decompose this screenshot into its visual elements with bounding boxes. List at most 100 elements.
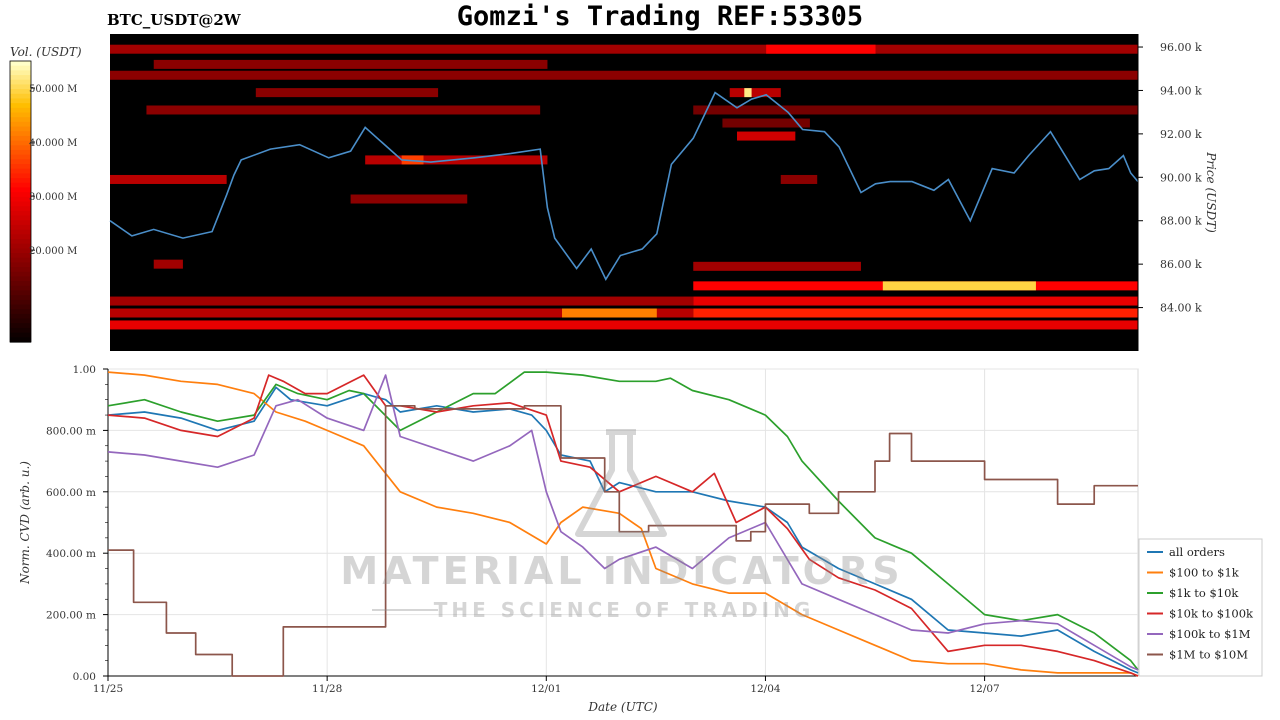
colorbar-segment [10, 145, 31, 151]
cvd-y-tick-label: 200.00 m [46, 610, 96, 622]
cvd-x-axis-label: Date (UTC) [587, 700, 657, 714]
price-tick-label: 88.00 k [1160, 215, 1202, 228]
colorbar-segment [10, 224, 31, 231]
colorbar-segment [10, 131, 31, 137]
liquidity-band [110, 320, 1138, 330]
colorbar-segment [10, 164, 31, 170]
liquidity-band [693, 261, 861, 271]
legend-box [1138, 538, 1263, 677]
colorbar-tick-label: 20.000 M [29, 246, 77, 257]
watermark-flask-icon [575, 429, 667, 537]
colorbar-segment [10, 290, 31, 296]
colorbar-segment [10, 313, 31, 320]
colorbar-segment [10, 206, 31, 212]
colorbar-segment [10, 323, 31, 329]
colorbar-segment [10, 267, 31, 273]
cvd-y-tick-label: 400.00 m [46, 548, 96, 560]
cvd-x-tick-label: 11/28 [312, 683, 342, 695]
cvd-y-tick-label: 600.00 m [46, 487, 96, 499]
cvd-x-tick-label: 11/25 [93, 683, 123, 695]
colorbar-segment [10, 285, 31, 292]
colorbar-segment [10, 262, 31, 268]
watermark: MATERIAL INDICATORS THE SCIENCE OF TRADI… [340, 429, 900, 622]
colorbar-segment [10, 196, 31, 203]
liquidity-band [766, 44, 876, 54]
legend-entry: $1M to $10M [1169, 648, 1248, 662]
colorbar-segment [10, 70, 31, 76]
colorbar-segment [10, 337, 31, 343]
colorbar-segment [10, 112, 31, 118]
cvd-panel: 1.00 800.00 m 600.00 m 400.00 m 200.00 m 0.00… [18, 364, 1139, 714]
cvd-plot-area [107, 368, 1139, 677]
cvd-y-tick-label: 800.00 m [46, 425, 96, 437]
cvd-series-line [107, 386, 1139, 674]
cvd-x-tick-label: 12/01 [531, 683, 561, 695]
liquidity-band [693, 308, 1138, 318]
colorbar-segment [10, 327, 31, 334]
colorbar-segment [10, 178, 31, 184]
colorbar-segment [10, 159, 31, 165]
liquidity-band [882, 281, 1036, 291]
price-tick-label: 84.00 k [1160, 302, 1202, 315]
price-line [109, 91, 1139, 281]
legend-entry: $1k to $10k [1169, 586, 1239, 600]
colorbar-segment [10, 243, 31, 249]
colorbar-segment [10, 173, 31, 179]
colorbar-segment [10, 271, 31, 278]
liquidity-band [693, 296, 1138, 306]
colorbar-segment [10, 257, 31, 263]
colorbar-segment [10, 304, 31, 310]
colorbar-segment [10, 309, 31, 315]
colorbar-segment [10, 210, 31, 217]
colorbar-segment [10, 89, 31, 95]
colorbar-segment [10, 65, 31, 71]
colorbar-segment [10, 84, 31, 90]
price-tick-label: 90.00 k [1160, 171, 1202, 184]
colorbar-segment [10, 238, 31, 245]
cvd-series-line [107, 371, 1139, 671]
colorbar-segment [10, 61, 31, 67]
colorbar-segment [10, 201, 31, 207]
colorbar-tick-label: 30.000 M [29, 192, 77, 203]
chart-title: Gomzi's Trading REF:53305 [457, 1, 863, 32]
colorbar-label: Vol. (USDT) [10, 45, 82, 59]
liquidity-band [110, 308, 694, 318]
colorbar-segment [10, 103, 31, 109]
legend-entry: $100k to $1M [1169, 627, 1251, 641]
cvd-y-tick-label: 1.00 [73, 364, 96, 376]
cvd-y-axis-label: Norm. CVD (arb. u.) [18, 461, 32, 585]
liquidity-band [744, 88, 752, 98]
colorbar-segment [10, 187, 31, 193]
price-axis-label: Price (USDT) [1204, 151, 1218, 233]
price-tick-label: 94.00 k [1160, 84, 1202, 97]
legend-entry: all orders [1169, 545, 1225, 559]
colorbar-segment [10, 276, 31, 282]
colorbar-segment [10, 295, 31, 301]
symbol-label: BTC_USDT@2W [107, 11, 242, 29]
cvd-series-line [108, 404, 1138, 677]
colorbar-segment [10, 215, 31, 221]
colorbar-segment [10, 140, 31, 146]
colorbar-segment [10, 281, 31, 287]
legend-entry: $100 to $1k [1169, 566, 1240, 580]
colorbar-segment [10, 121, 31, 128]
cvd-y-tick-label: 0.00 [73, 671, 96, 683]
colorbar-segment [10, 75, 31, 81]
liquidity-band [153, 59, 548, 69]
colorbar-segment [10, 168, 31, 174]
cvd-x-tick-label: 12/04 [750, 683, 781, 695]
liquidity-band [729, 88, 781, 98]
colorbar-segment [10, 332, 31, 338]
colorbar-tick-label: 40.000 M [29, 138, 77, 149]
colorbar-segment [10, 234, 31, 240]
liquidity-band [255, 88, 439, 98]
colorbar-segment [10, 154, 31, 160]
colorbar-segment [10, 220, 31, 226]
price-tick-label: 86.00 k [1160, 258, 1202, 271]
price-tick-label: 96.00 k [1160, 41, 1202, 54]
colorbar-segment [10, 107, 31, 114]
legend: all orders $100 to $1k $1k to $10k $10k to … [1138, 538, 1263, 677]
cvd-series-line [107, 374, 1139, 671]
liquidity-band [722, 118, 810, 128]
liquidity-band [693, 105, 1138, 115]
